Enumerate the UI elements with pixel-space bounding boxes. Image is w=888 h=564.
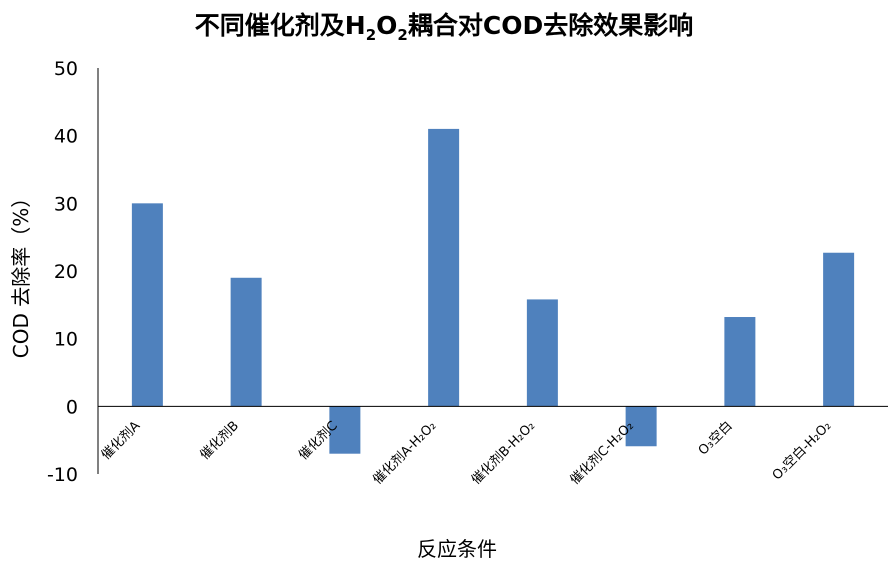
- bar: [230, 277, 262, 407]
- y-axis-label: COD 去除率（%）: [9, 188, 33, 358]
- y-tick-label: 10: [54, 329, 78, 351]
- x-category-label: 催化剂A-H₂O₂: [370, 419, 439, 488]
- x-category-label: 催化剂A: [99, 418, 144, 463]
- y-tick-label: 30: [54, 193, 78, 215]
- y-tick-label: 40: [54, 126, 78, 148]
- bar: [329, 406, 361, 454]
- y-tick-label: 20: [54, 261, 78, 283]
- x-category-label: O₃空白-H₂O₂: [769, 418, 834, 483]
- x-category-label: O₃空白: [695, 418, 736, 459]
- bar: [625, 406, 657, 447]
- bar: [131, 203, 163, 407]
- x-axis-label: 反应条件: [417, 537, 497, 561]
- y-tick-label: 50: [54, 58, 78, 80]
- y-tick-label: 0: [66, 396, 78, 418]
- bar: [823, 252, 855, 407]
- x-category-label: 催化剂B: [197, 419, 241, 463]
- bar: [428, 128, 460, 407]
- x-category-label: 催化剂B-H₂O₂: [469, 419, 538, 488]
- bar: [526, 299, 558, 407]
- y-axis-tick-labels: -10 0 10 20 30 40 50: [47, 58, 78, 486]
- bar: [724, 317, 756, 407]
- x-category-label: 催化剂C-H₂O₂: [568, 419, 637, 488]
- chart-title: 不同催化剂及H2O2耦合对COD去除效果影响: [194, 11, 694, 44]
- bars: [131, 128, 855, 454]
- y-tick-label: -10: [47, 464, 78, 486]
- x-axis-category-labels: 催化剂A 催化剂B 催化剂C 催化剂A-H₂O₂ 催化剂B-H₂O₂ 催化剂C-H₂O₂ O…: [99, 418, 835, 488]
